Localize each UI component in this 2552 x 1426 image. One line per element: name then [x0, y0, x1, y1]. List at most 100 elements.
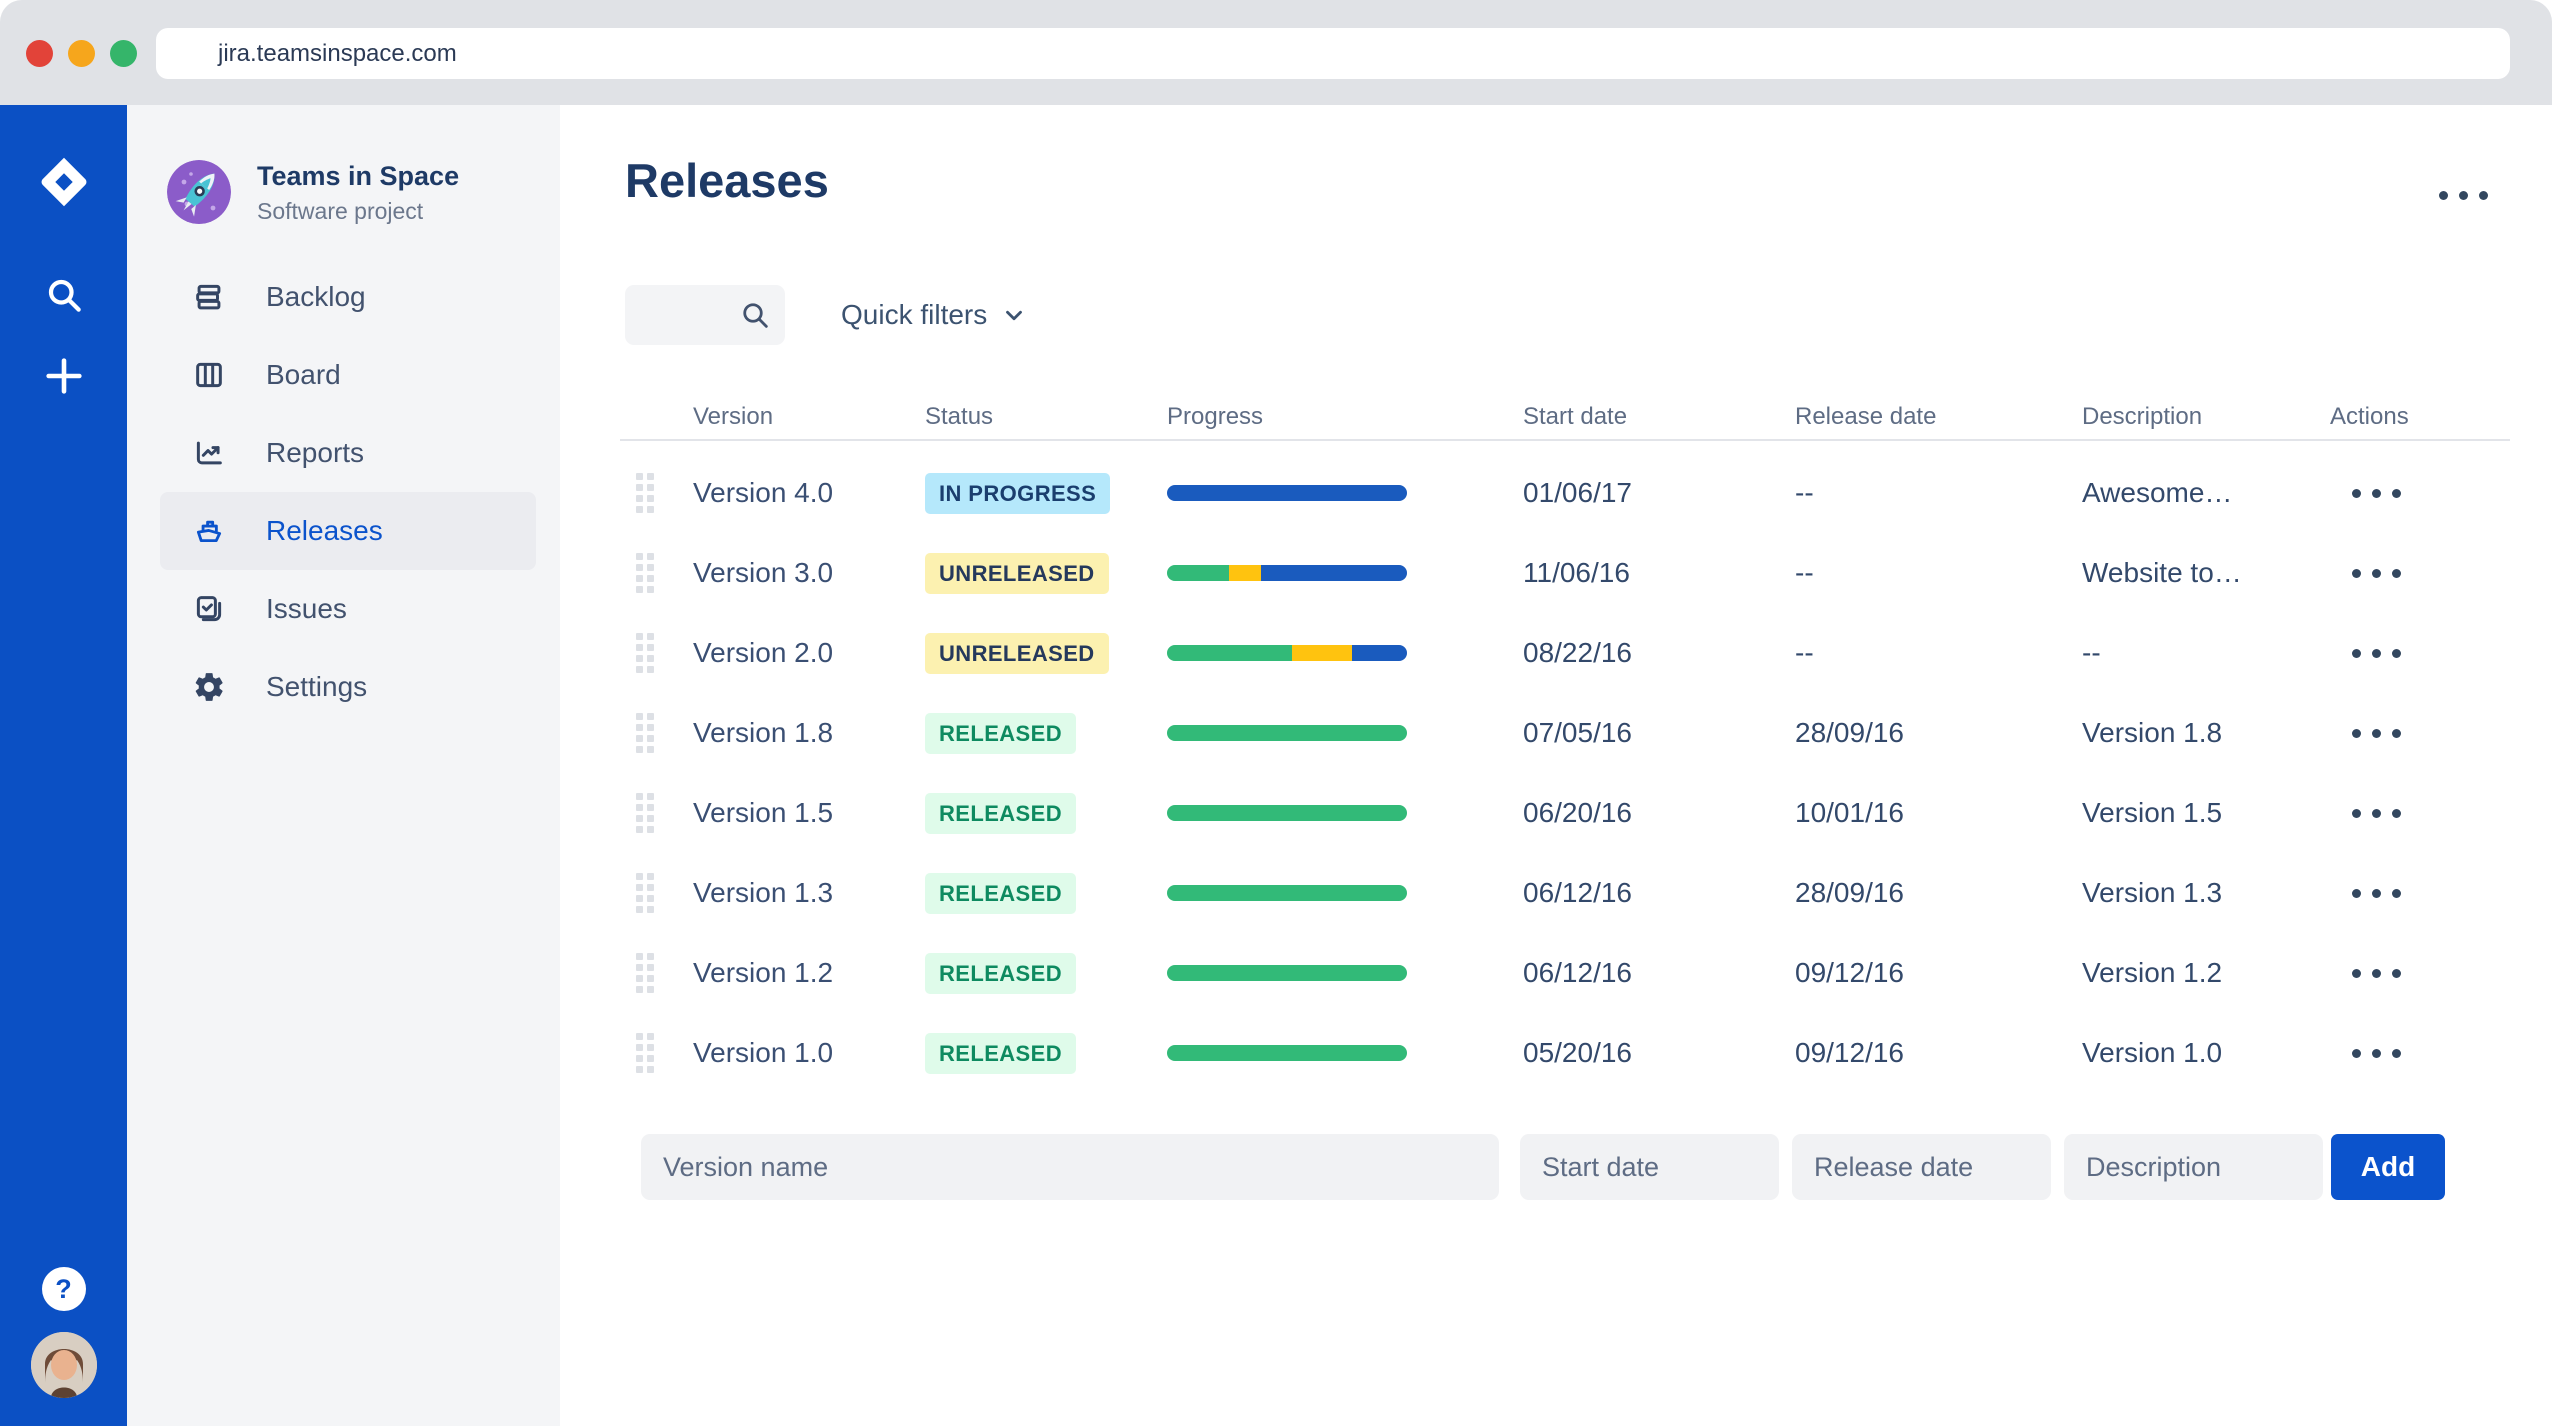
minimize-window-button[interactable] [68, 40, 95, 67]
description-input[interactable] [2064, 1134, 2323, 1200]
sidebar-item-reports[interactable]: Reports [160, 414, 536, 492]
drag-handle-icon[interactable] [636, 553, 693, 593]
status-badge: RELEASED [925, 792, 1076, 834]
release-search [625, 285, 785, 345]
help-button[interactable]: ? [0, 1267, 127, 1311]
page-more-button[interactable] [2431, 183, 2496, 208]
page-title: Releases [625, 154, 829, 207]
description: -- [2082, 637, 2101, 668]
column-header: Description [2082, 403, 2203, 430]
user-avatar[interactable] [0, 1332, 127, 1398]
sidebar-nav: Backlog Board Reports Releases Issues Setting… [160, 258, 536, 726]
sidebar-item-releases[interactable]: Releases [160, 492, 536, 570]
sidebar-item-backlog[interactable]: Backlog [160, 258, 536, 336]
search-icon [739, 299, 771, 331]
version-name[interactable]: Version 1.0 [693, 1037, 834, 1068]
column-header: Start date [1523, 403, 1628, 430]
progress-bar [1167, 805, 1407, 821]
help-icon: ? [41, 1267, 86, 1311]
release-date-input[interactable] [1792, 1134, 2051, 1200]
release-date: -- [1795, 477, 1814, 508]
table-row: Version 4.0 IN PROGRESS 01/06/17 -- Awesome… [620, 453, 2510, 533]
column-header: Version [693, 403, 774, 430]
status-badge: RELEASED [925, 872, 1076, 914]
drag-handle-icon[interactable] [636, 713, 693, 753]
reports-icon [192, 436, 226, 470]
start-date: 07/05/16 [1523, 717, 1632, 748]
row-actions-button[interactable] [2352, 799, 2510, 828]
row-actions-button[interactable] [2352, 719, 2510, 748]
sidebar-item-board[interactable]: Board [160, 336, 536, 414]
sidebar-item-label: Releases [266, 515, 383, 546]
start-date: 06/20/16 [1523, 797, 1632, 828]
row-actions-button[interactable] [2352, 559, 2510, 588]
release-date: 09/12/16 [1795, 1037, 1904, 1068]
issues-icon [192, 592, 226, 626]
progress-bar [1167, 885, 1407, 901]
row-actions-button[interactable] [2352, 639, 2510, 668]
release-date: -- [1795, 637, 1814, 668]
progress-bar [1167, 725, 1407, 741]
url-text: jira.teamsinspace.com [218, 39, 457, 67]
table-header: Version Status Progress Start date Release d… [620, 395, 2510, 441]
version-name[interactable]: Version 2.0 [693, 637, 834, 668]
description: Version 1.8 [2082, 717, 2223, 748]
sidebar-item-label: Reports [266, 437, 365, 468]
description: Version 1.3 [2082, 877, 2223, 908]
version-name[interactable]: Version 1.5 [693, 797, 834, 828]
version-name[interactable]: Version 1.2 [693, 957, 834, 988]
description: Website to… [2082, 557, 2242, 588]
ship-icon [192, 514, 226, 548]
version-name[interactable]: Version 1.8 [693, 717, 834, 748]
status-badge: RELEASED [925, 712, 1076, 754]
zoom-window-button[interactable] [110, 40, 137, 67]
row-actions-button[interactable] [2352, 959, 2510, 988]
row-actions-button[interactable] [2352, 1039, 2510, 1068]
drag-handle-icon[interactable] [636, 953, 693, 993]
release-date: -- [1795, 557, 1814, 588]
progress-bar [1167, 645, 1407, 661]
search-icon[interactable] [0, 273, 127, 317]
close-window-button[interactable] [26, 40, 53, 67]
plus-icon[interactable] [0, 353, 127, 399]
add-button[interactable]: Add [2331, 1134, 2445, 1200]
version-name[interactable]: Version 4.0 [693, 477, 834, 508]
column-header: Progress [1167, 403, 1264, 430]
progress-bar [1167, 565, 1407, 581]
drag-handle-icon[interactable] [636, 793, 693, 833]
drag-handle-icon[interactable] [636, 1033, 693, 1073]
status-badge: RELEASED [925, 952, 1076, 994]
gear-icon [192, 670, 226, 704]
version-name-input[interactable] [641, 1134, 1499, 1200]
address-bar[interactable]: jira.teamsinspace.com [156, 28, 2510, 79]
sidebar-item-issues[interactable]: Issues [160, 570, 536, 648]
row-actions-button[interactable] [2352, 879, 2510, 908]
main-content: Releases Quick filters [560, 105, 2552, 1426]
drag-handle-icon[interactable] [636, 633, 693, 673]
start-date-input[interactable] [1520, 1134, 1779, 1200]
sidebar-item-label: Issues [266, 593, 347, 624]
progress-bar [1167, 965, 1407, 981]
jira-logo[interactable] [0, 151, 127, 213]
search-input[interactable] [625, 285, 785, 345]
progress-bar [1167, 485, 1407, 501]
quick-filters-label: Quick filters [841, 299, 988, 330]
release-date: 28/09/16 [1795, 877, 1904, 908]
row-actions-button[interactable] [2352, 479, 2510, 508]
add-version-form: Add [641, 1134, 2445, 1200]
release-date: 10/01/16 [1795, 797, 1904, 828]
status-badge: UNRELEASED [925, 552, 1109, 594]
drag-handle-icon[interactable] [636, 873, 693, 913]
start-date: 06/12/16 [1523, 877, 1632, 908]
backlog-icon [192, 280, 226, 314]
project-avatar [167, 160, 231, 225]
version-name[interactable]: Version 1.3 [693, 877, 834, 908]
sidebar-item-settings[interactable]: Settings [160, 648, 536, 726]
table-body: Version 4.0 IN PROGRESS 01/06/17 -- Awesome…… [620, 441, 2510, 1093]
drag-handle-icon[interactable] [636, 473, 693, 513]
quick-filters-button[interactable]: Quick filters [841, 299, 1027, 331]
version-name[interactable]: Version 3.0 [693, 557, 834, 588]
column-header: Actions [2330, 403, 2409, 430]
column-header: Status [925, 403, 994, 430]
